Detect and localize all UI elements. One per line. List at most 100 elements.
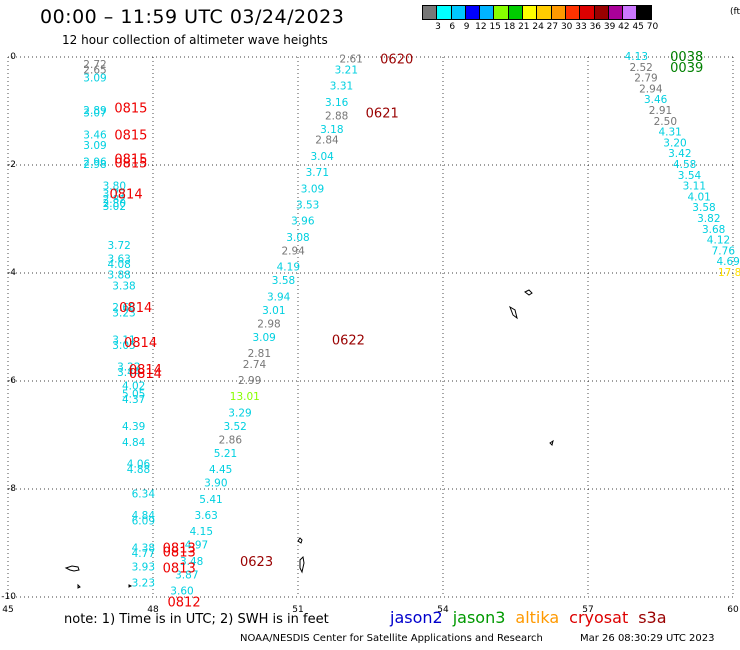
pass-time-label: 0814 <box>110 188 143 203</box>
legend-label: 27 <box>546 22 559 32</box>
pass-time-label: 0813 <box>163 561 196 576</box>
wave-height-value: 3.48 <box>180 556 203 568</box>
wave-height-value: 3.46 <box>83 129 107 141</box>
pass-time-label: 0622 <box>332 334 365 349</box>
satellite-cryosat: cryosat <box>569 608 629 627</box>
wave-height-value: 4.13 <box>625 51 648 63</box>
wave-height-value: 2.82 <box>103 194 126 206</box>
wave-height-value: 3.58 <box>272 275 295 287</box>
wave-height-value: 5.21 <box>214 448 237 460</box>
wave-height-value: 3.07 <box>83 108 106 120</box>
pass-time-label: 0814 <box>124 336 157 351</box>
pass-time-label: 0815 <box>114 101 147 116</box>
map-subtitle: 12 hour collection of altimeter wave hei… <box>62 33 328 47</box>
pass-time-label: 0814 <box>129 363 162 378</box>
wave-height-value: 4.97 <box>185 540 208 552</box>
legend-label: 39 <box>603 22 616 32</box>
wave-height-value: 3.87 <box>175 569 198 581</box>
wave-height-value: 17.80 <box>718 267 740 279</box>
lon-tick-label: 60 <box>727 605 739 615</box>
pass-time-label: 0815 <box>114 128 147 143</box>
wave-height-value: 4.15 <box>190 526 213 538</box>
lon-tick-label: 48 <box>147 605 159 615</box>
wave-height-value: 7.76 <box>712 245 736 257</box>
pass-time-label: 0815 <box>114 156 147 171</box>
wave-height-value: 6.09 <box>132 515 155 527</box>
wave-height-value: 4.06 <box>127 459 151 471</box>
lat-tick-label: -8 <box>7 484 16 494</box>
wave-height-value: 5.05 <box>122 389 145 401</box>
lat-tick-label: -4 <box>7 268 16 278</box>
wave-height-value: 4.45 <box>209 464 232 476</box>
wave-height-value: 4.19 <box>277 262 300 274</box>
legend-label: 45 <box>632 22 644 32</box>
wave-height-value: 2.68 <box>112 302 135 314</box>
legend-label: 6 <box>449 22 456 32</box>
legend-label: 15 <box>489 22 501 32</box>
wave-height-value: 3.04 <box>310 151 334 163</box>
wave-height-value: 4.01 <box>687 191 710 203</box>
legend-labels: 3 6 9 12 15 18 21 24 27 30 33 36 39 42 45 70 <box>422 20 658 32</box>
wave-height-value: 2.79 <box>634 73 657 85</box>
wave-height-value: 3.31 <box>330 81 353 93</box>
wave-height-value: 2.99 <box>238 375 261 387</box>
island-outline <box>299 555 305 574</box>
wave-height-value: 3.29 <box>228 407 251 419</box>
wave-height-value: 2.74 <box>243 359 267 371</box>
wave-height-value: 4.58 <box>673 159 696 171</box>
island-outline <box>64 565 80 572</box>
wave-height-value: 4.31 <box>658 127 681 139</box>
island-outline <box>509 305 518 320</box>
wave-height-value: 2.98 <box>83 159 106 171</box>
wave-height-value: 3.01 <box>262 305 285 317</box>
pass-time-label: 0623 <box>240 555 273 570</box>
credit-line: NOAA/NESDIS Center for Satellite Applica… <box>240 633 543 644</box>
wave-height-value: 2.50 <box>654 116 677 128</box>
lat-tick-label: -2 <box>7 160 16 170</box>
pass-time-label: 0813 <box>163 546 196 561</box>
footer-note: note: 1) Time is in UTC; 2) SWH is in fe… <box>64 612 329 627</box>
wave-height-value: 4.69 <box>716 256 739 268</box>
legend-label: 18 <box>503 22 516 32</box>
wave-height-value: 4.84 <box>122 437 146 449</box>
legend-label: 33 <box>575 22 587 32</box>
wave-height-value: 3.94 <box>267 291 291 303</box>
wave-height-value: 3.80 <box>103 181 126 193</box>
lat-tick-label: 0 <box>10 52 16 62</box>
legend-label: 9 <box>463 22 470 32</box>
legend-label: 30 <box>560 22 573 32</box>
pass-time-label: 0814 <box>129 367 162 382</box>
pass-time-label: 0815 <box>114 153 147 168</box>
wave-height-value: 4.88 <box>127 464 150 476</box>
legend-label: 42 <box>618 22 630 32</box>
legend-unit: (ft) <box>730 7 740 17</box>
wave-height-value: 3.09 <box>83 73 106 85</box>
wave-height-value: 4.39 <box>122 421 145 433</box>
wave-height-value: 3.53 <box>296 200 319 212</box>
wave-height-value: 2.52 <box>629 62 652 74</box>
wave-height-value: 3.82 <box>697 213 720 225</box>
wave-height-value: 4.02 <box>122 380 145 392</box>
wave-height-value: 3.16 <box>325 97 349 109</box>
satellite-s3a: s3a <box>638 608 667 627</box>
legend-label: 3 <box>435 22 441 32</box>
wave-height-value: 4.77 <box>132 548 155 560</box>
wave-height-value: 3.11 <box>683 181 706 193</box>
wave-height-value: 3.58 <box>692 202 715 214</box>
pass-time-label: 0812 <box>168 595 201 610</box>
island-outline <box>549 439 554 446</box>
satellite-jason2: jason2 <box>390 608 443 627</box>
generated-timestamp: Mar 26 08:30:29 UTC 2023 <box>580 633 715 644</box>
satellite-altika: altika <box>515 608 560 627</box>
lon-tick-label: 54 <box>437 605 449 615</box>
lat-tick-label: -10 <box>1 592 16 602</box>
legend-label: 12 <box>475 22 487 32</box>
wave-height-value: 3.11 <box>112 335 135 347</box>
pass-time-label: 0813 <box>163 541 196 556</box>
wave-height-value: 2.84 <box>315 135 339 147</box>
wave-height-value: 2.65 <box>83 65 106 77</box>
pass-time-label: 0620 <box>380 53 413 68</box>
legend-label: 36 <box>589 22 602 32</box>
wave-height-value: 3.88 <box>107 270 130 282</box>
